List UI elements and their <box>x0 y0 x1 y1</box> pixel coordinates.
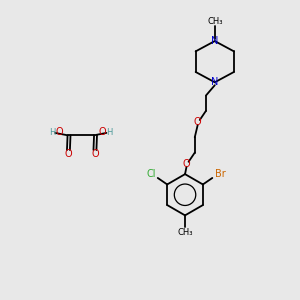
Text: Br: Br <box>214 169 225 179</box>
Text: CH₃: CH₃ <box>207 17 223 26</box>
Text: O: O <box>183 159 190 169</box>
Text: CH₃: CH₃ <box>177 228 193 237</box>
Text: H: H <box>106 128 112 137</box>
Text: O: O <box>92 149 99 159</box>
Text: O: O <box>194 117 202 127</box>
Text: N: N <box>211 36 218 46</box>
Text: Cl: Cl <box>146 169 156 179</box>
Text: O: O <box>65 149 73 159</box>
Text: N: N <box>211 77 218 87</box>
Text: H: H <box>49 128 56 137</box>
Text: O: O <box>98 127 106 137</box>
Text: O: O <box>56 127 63 137</box>
